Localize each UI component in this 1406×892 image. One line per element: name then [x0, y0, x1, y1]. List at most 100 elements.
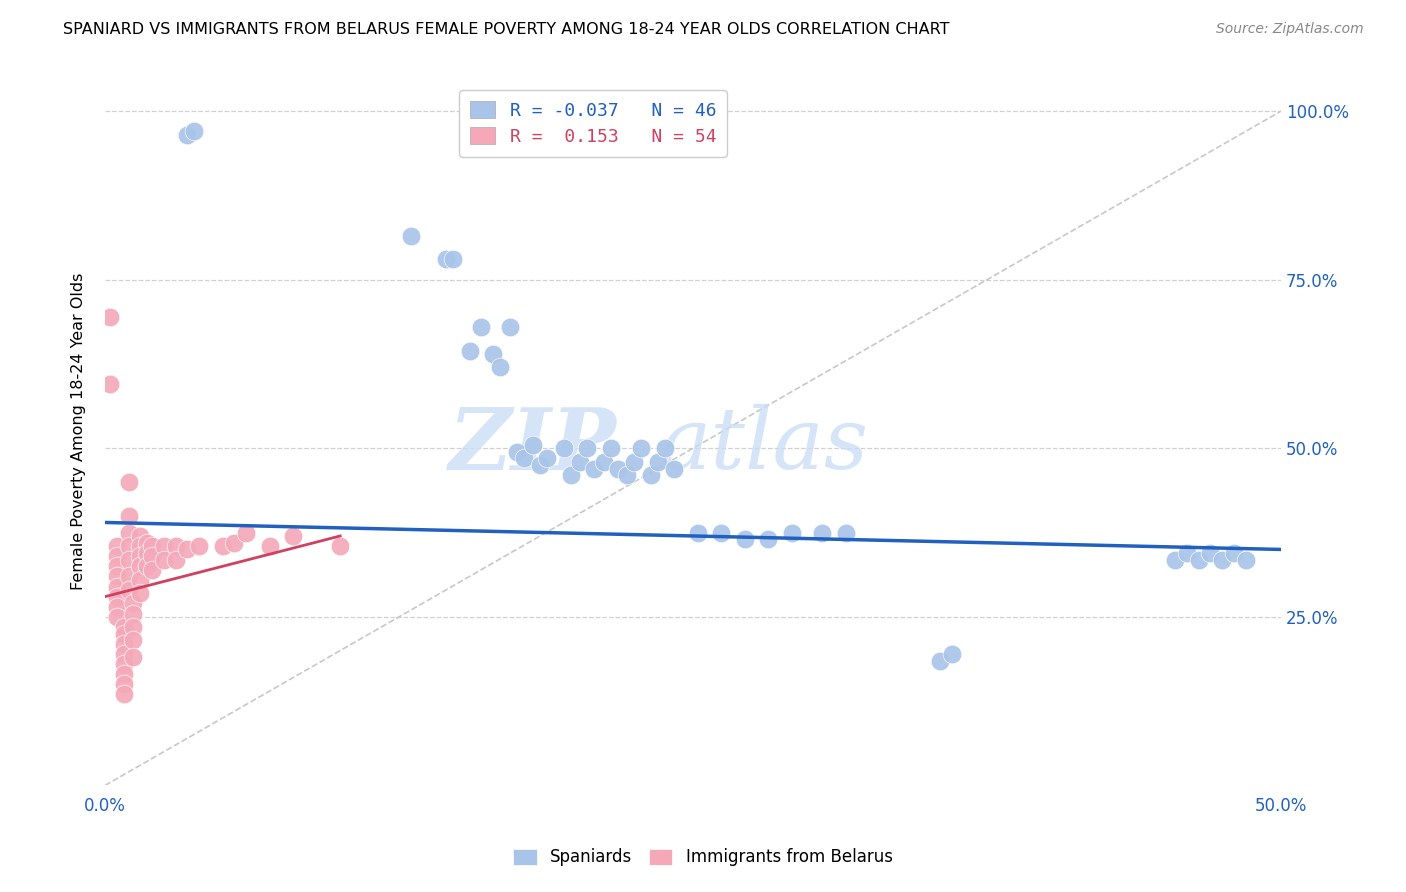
Point [141, 539, 163, 553]
Point [458, 343, 481, 358]
Point [152, 539, 174, 553]
Point [576, 442, 599, 456]
Point [188, 539, 211, 553]
Point [129, 549, 152, 564]
Text: SPANIARD VS IMMIGRANTS FROM BELARUS FEMALE POVERTY AMONG 18-24 YEAR OLDS CORRELA: SPANIARD VS IMMIGRANTS FROM BELARUS FEMA… [63, 22, 950, 37]
Point [105, 569, 128, 583]
Point [811, 525, 834, 540]
Point [122, 633, 145, 648]
Point [112, 667, 135, 681]
Point [136, 546, 159, 560]
Point [122, 650, 145, 665]
Point [117, 552, 139, 566]
Point [1164, 552, 1187, 566]
Point [117, 475, 139, 489]
Point [941, 647, 963, 661]
Point [117, 539, 139, 553]
Point [756, 533, 779, 547]
Text: ZIP: ZIP [449, 404, 617, 487]
Point [259, 539, 281, 553]
Point [569, 455, 592, 469]
Point [105, 599, 128, 614]
Point [434, 252, 457, 267]
Point [122, 596, 145, 610]
Point [122, 620, 145, 634]
Point [165, 539, 187, 553]
Point [498, 320, 520, 334]
Legend: Spaniards, Immigrants from Belarus: Spaniards, Immigrants from Belarus [506, 842, 900, 873]
Point [98, 377, 121, 392]
Point [136, 535, 159, 549]
Point [835, 525, 858, 540]
Point [441, 252, 464, 267]
Point [112, 687, 135, 701]
Point [616, 468, 638, 483]
Point [129, 539, 152, 553]
Point [183, 124, 205, 138]
Point [112, 626, 135, 640]
Point [112, 657, 135, 671]
Point [512, 451, 534, 466]
Point [560, 468, 582, 483]
Point [117, 525, 139, 540]
Point [662, 461, 685, 475]
Point [505, 444, 527, 458]
Point [1211, 552, 1233, 566]
Point [654, 442, 676, 456]
Point [98, 310, 121, 324]
Point [529, 458, 551, 472]
Point [105, 539, 128, 553]
Point [176, 128, 198, 142]
Point [489, 360, 512, 375]
Point [929, 654, 952, 668]
Point [105, 580, 128, 594]
Point [536, 451, 558, 466]
Point [129, 573, 152, 587]
Point [599, 442, 621, 456]
Point [583, 461, 606, 475]
Point [1223, 546, 1246, 560]
Point [710, 525, 733, 540]
Point [105, 590, 128, 604]
Point [623, 455, 645, 469]
Point [606, 461, 628, 475]
Point [235, 525, 257, 540]
Point [734, 533, 756, 547]
Point [470, 320, 492, 334]
Point [112, 620, 135, 634]
Point [482, 347, 505, 361]
Point [117, 582, 139, 597]
Y-axis label: Female Poverty Among 18-24 Year Olds: Female Poverty Among 18-24 Year Olds [72, 273, 86, 591]
Point [122, 607, 145, 621]
Point [165, 552, 187, 566]
Point [105, 549, 128, 564]
Point [522, 438, 544, 452]
Point [399, 228, 422, 243]
Point [647, 455, 669, 469]
Point [117, 508, 139, 523]
Point [1199, 546, 1222, 560]
Point [112, 677, 135, 691]
Legend: R = -0.037   N = 46, R =  0.153   N = 54: R = -0.037 N = 46, R = 0.153 N = 54 [458, 90, 727, 156]
Point [211, 539, 233, 553]
Point [224, 535, 246, 549]
Point [553, 442, 575, 456]
Point [117, 569, 139, 583]
Point [105, 559, 128, 574]
Point [1234, 552, 1257, 566]
Point [640, 468, 662, 483]
Point [780, 525, 803, 540]
Point [105, 610, 128, 624]
Point [136, 559, 159, 574]
Point [686, 525, 709, 540]
Point [129, 586, 152, 600]
Text: atlas: atlas [659, 404, 868, 487]
Point [329, 539, 352, 553]
Point [129, 559, 152, 574]
Point [592, 455, 614, 469]
Point [141, 563, 163, 577]
Point [1188, 552, 1211, 566]
Point [1175, 546, 1198, 560]
Point [152, 552, 174, 566]
Point [176, 542, 198, 557]
